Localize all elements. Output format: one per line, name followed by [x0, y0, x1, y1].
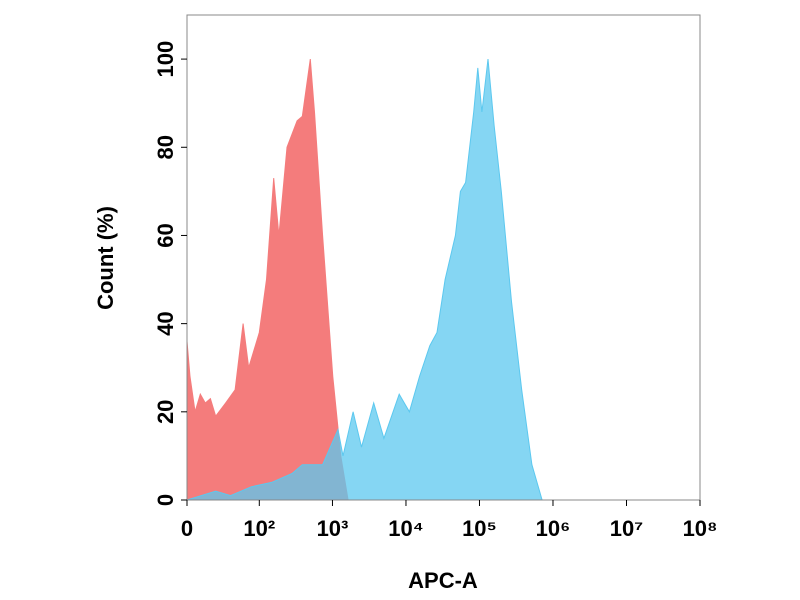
x-tick-label: 10⁸ — [683, 516, 718, 541]
x-tick-label: 10⁵ — [462, 516, 497, 541]
y-tick-label: 40 — [153, 311, 178, 335]
x-axis-title: APC-A — [408, 568, 478, 593]
x-tick-label: 10² — [243, 516, 275, 541]
y-axis-title: Count (%) — [93, 206, 118, 310]
x-tick-label: 0 — [181, 516, 193, 541]
x-tick-label: 10³ — [317, 516, 349, 541]
x-tick-label: 10⁷ — [610, 516, 644, 541]
y-tick-label: 80 — [153, 135, 178, 159]
y-tick-label: 100 — [153, 41, 178, 78]
y-tick-label: 20 — [153, 400, 178, 424]
x-tick-label: 10⁴ — [388, 516, 423, 541]
x-tick-label: 10⁶ — [536, 516, 571, 541]
area — [186, 59, 349, 501]
plot-frame — [186, 14, 701, 501]
y-tick-label: 60 — [153, 223, 178, 247]
area — [186, 59, 543, 501]
y-tick-label: 0 — [153, 494, 178, 506]
